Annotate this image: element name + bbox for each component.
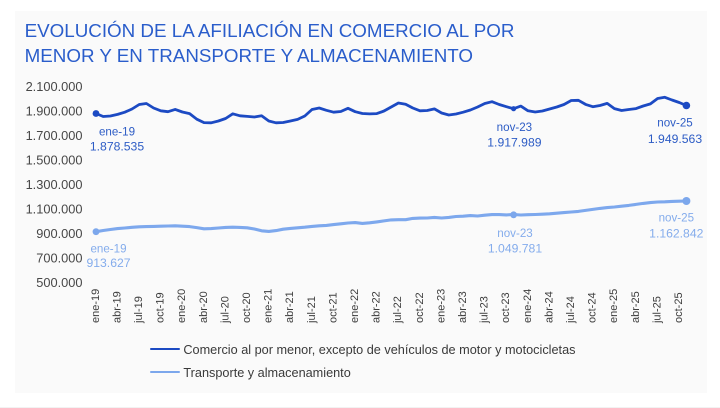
svg-text:1.300.000: 1.300.000 xyxy=(26,177,83,192)
svg-text:1.878.535: 1.878.535 xyxy=(90,139,144,153)
svg-text:500.000: 500.000 xyxy=(36,275,82,290)
svg-text:oct-24: oct-24 xyxy=(587,292,599,323)
svg-text:abr-22: abr-22 xyxy=(371,291,383,323)
svg-text:913.627: 913.627 xyxy=(86,256,130,270)
svg-text:1.700.000: 1.700.000 xyxy=(26,128,83,143)
svg-text:nov-25: nov-25 xyxy=(657,117,692,130)
svg-text:1.949.563: 1.949.563 xyxy=(648,132,702,146)
svg-text:oct-22: oct-22 xyxy=(414,292,426,323)
svg-text:jul-22: jul-22 xyxy=(392,296,404,324)
svg-text:abr-19: abr-19 xyxy=(111,291,123,323)
svg-text:ene-20: ene-20 xyxy=(176,289,188,323)
svg-text:nov-23: nov-23 xyxy=(497,121,532,134)
svg-text:jul-21: jul-21 xyxy=(306,296,318,324)
svg-text:ene-22: ene-22 xyxy=(349,289,361,323)
svg-text:oct-21: oct-21 xyxy=(327,292,339,323)
svg-text:ene-25: ene-25 xyxy=(608,289,620,323)
svg-text:jul-23: jul-23 xyxy=(479,296,491,324)
svg-text:900.000: 900.000 xyxy=(36,226,82,241)
svg-text:ene-19: ene-19 xyxy=(90,242,126,255)
svg-text:ene-19: ene-19 xyxy=(99,126,135,139)
svg-text:abr-20: abr-20 xyxy=(198,291,210,323)
svg-text:1.917.989: 1.917.989 xyxy=(487,135,541,149)
svg-text:jul-19: jul-19 xyxy=(133,296,145,324)
svg-text:1.900.000: 1.900.000 xyxy=(26,104,83,119)
svg-text:1.162.842: 1.162.842 xyxy=(649,227,703,241)
svg-text:oct-19: oct-19 xyxy=(155,292,167,323)
svg-text:abr-24: abr-24 xyxy=(543,291,555,323)
svg-text:1.049.781: 1.049.781 xyxy=(488,241,542,255)
svg-text:jul-20: jul-20 xyxy=(219,296,231,324)
svg-text:abr-25: abr-25 xyxy=(630,291,642,323)
svg-text:nov-25: nov-25 xyxy=(659,212,694,225)
svg-text:oct-25: oct-25 xyxy=(673,292,685,323)
svg-text:ene-21: ene-21 xyxy=(263,289,275,323)
svg-text:abr-23: abr-23 xyxy=(457,291,469,323)
svg-text:ene-24: ene-24 xyxy=(522,289,534,323)
svg-text:jul-25: jul-25 xyxy=(651,296,663,324)
svg-text:1.500.000: 1.500.000 xyxy=(26,153,83,168)
svg-text:abr-21: abr-21 xyxy=(284,291,296,323)
svg-text:1.100.000: 1.100.000 xyxy=(26,202,83,217)
svg-text:ene-19: ene-19 xyxy=(90,289,102,323)
svg-text:700.000: 700.000 xyxy=(36,251,82,266)
svg-text:nov-23: nov-23 xyxy=(497,227,532,240)
svg-text:jul-24: jul-24 xyxy=(565,296,577,324)
svg-text:ene-23: ene-23 xyxy=(435,289,447,323)
svg-text:oct-20: oct-20 xyxy=(241,292,253,323)
svg-text:oct-23: oct-23 xyxy=(500,292,512,323)
svg-text:2.100.000: 2.100.000 xyxy=(26,79,83,94)
